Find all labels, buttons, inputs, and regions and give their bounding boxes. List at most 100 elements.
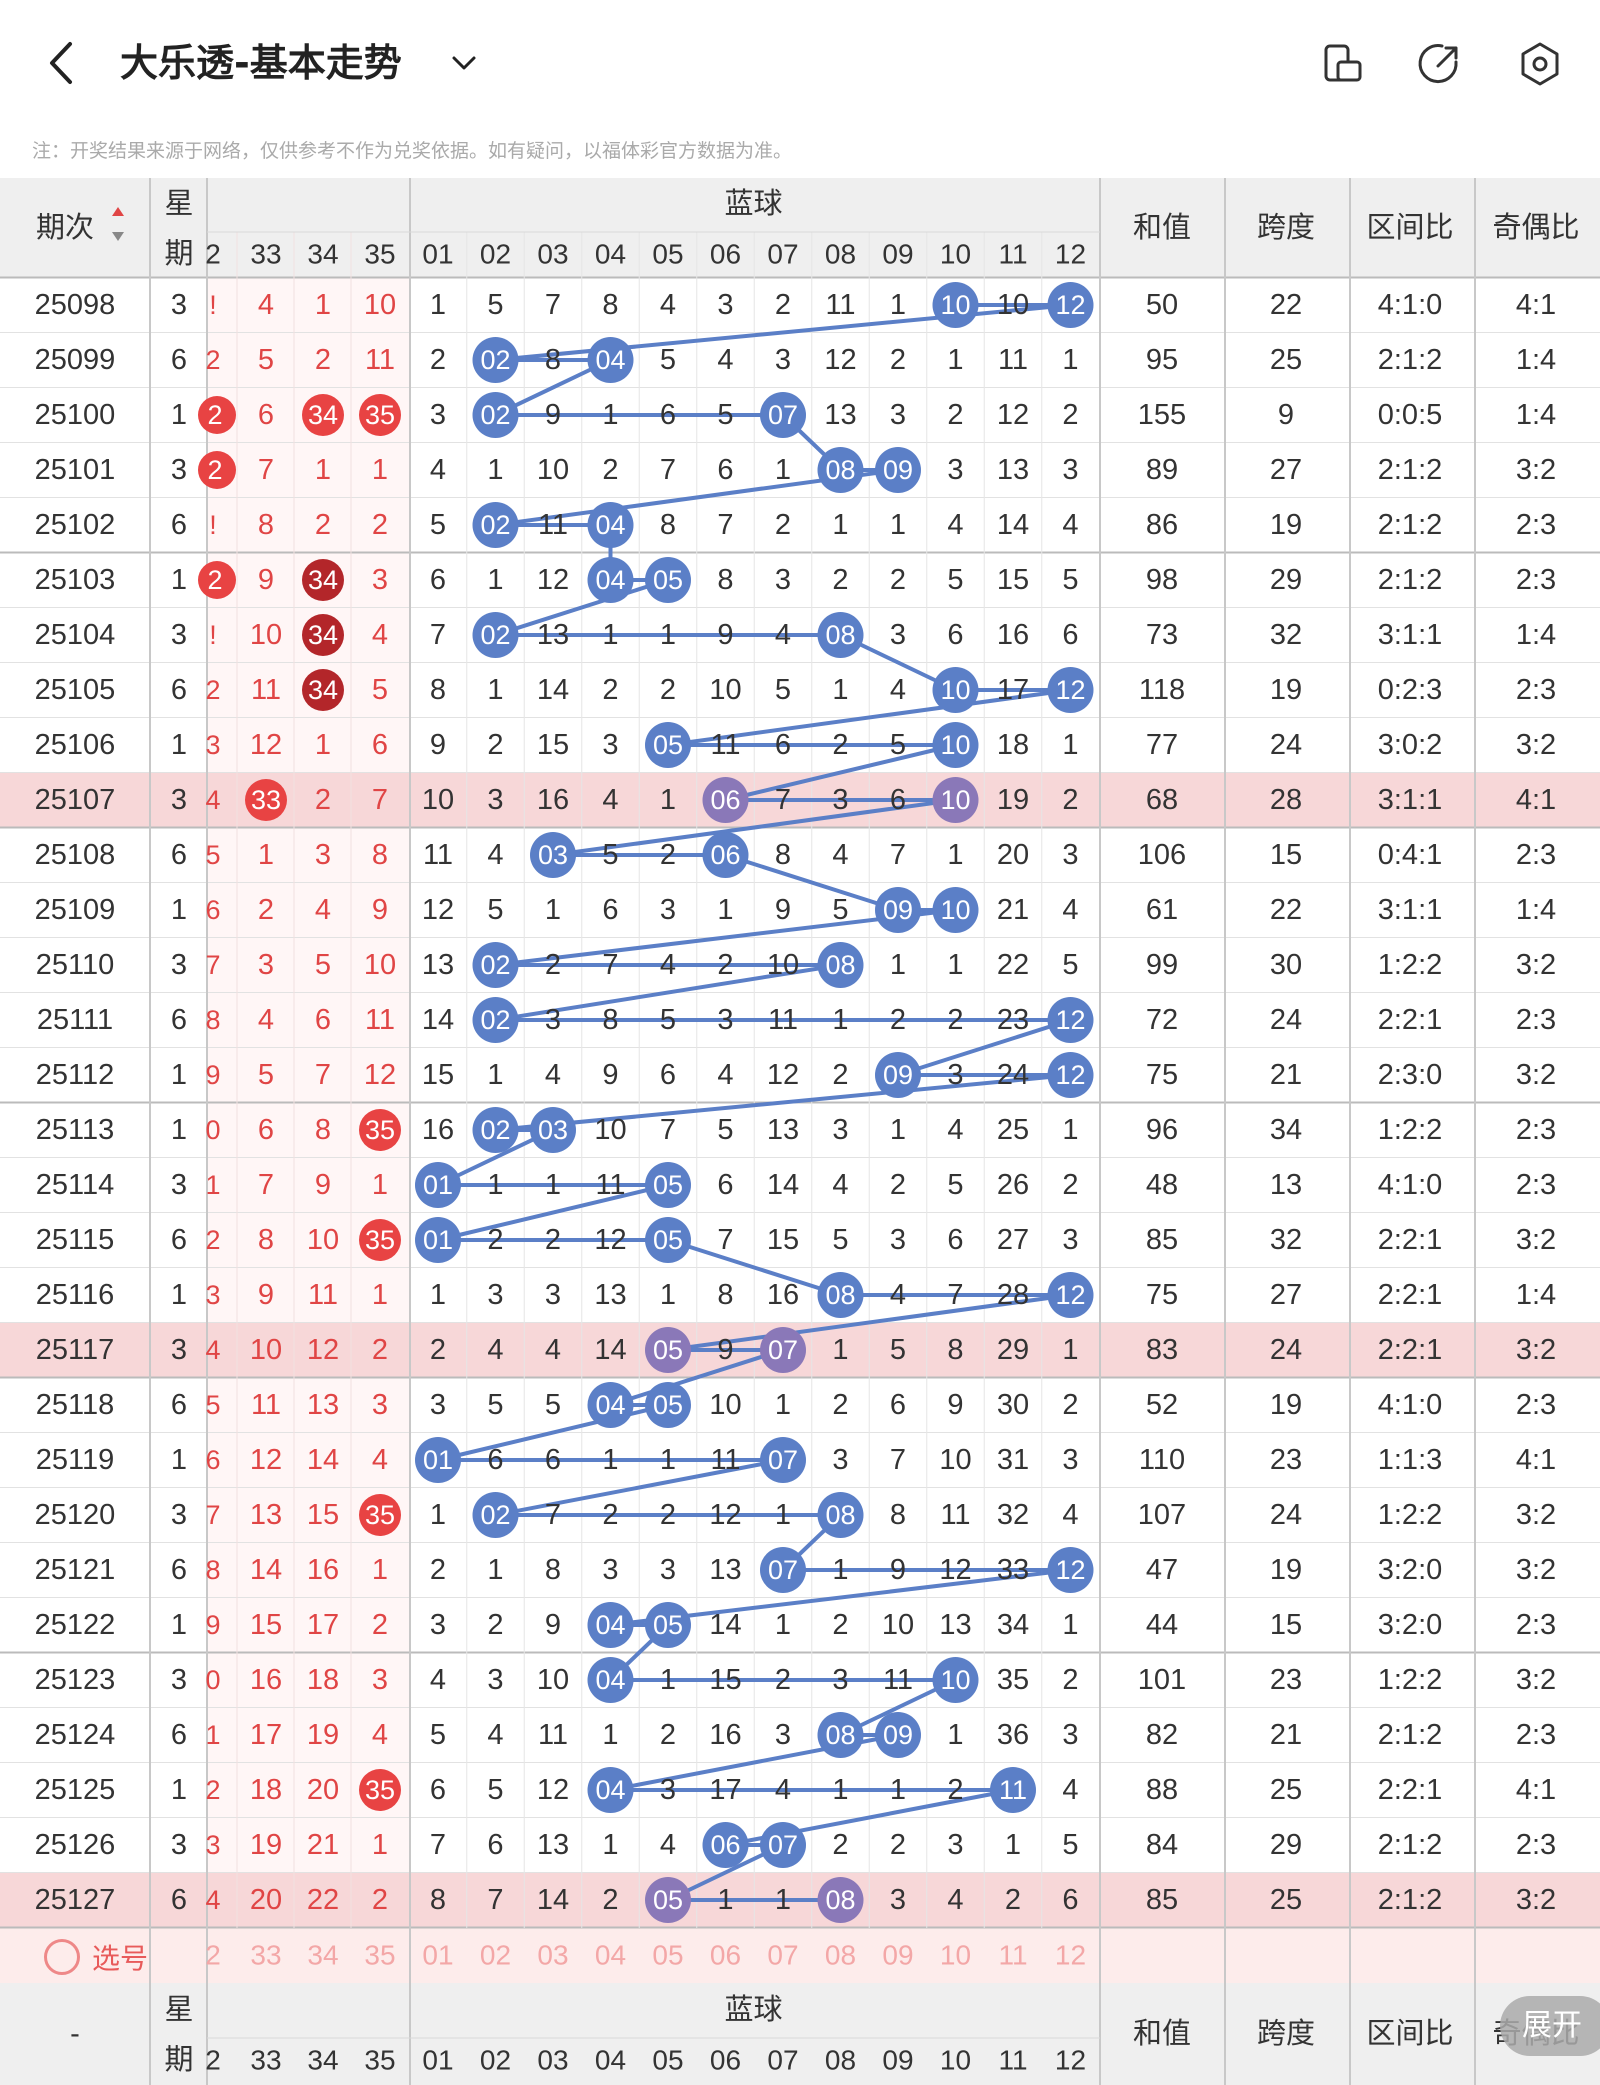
blue-ball-number: 10 [940,290,970,320]
red-partial-cell: 4 [205,1335,220,1365]
select-number-button[interactable]: 选号 [44,1935,148,1979]
red-miss-cell: 22 [307,1884,339,1916]
sort-icon[interactable] [112,207,124,216]
select-blue-number: 05 [652,1940,683,1971]
odd-even-cell: 2:3 [1516,1169,1556,1201]
red-miss-cell: 8 [258,509,274,541]
blue-ball-number: 02 [480,400,510,430]
red-miss-cell: 5 [372,674,388,706]
odd-even-cell: 3:2 [1516,1059,1556,1091]
red-miss-cell: 7 [258,1169,274,1201]
blue-ball [817,942,864,988]
table-row: 25108 6 5 1 3 8 11 4 03 5 2 06 8 4 7 1 20 3 106 15 0:4:1 2:3 [35,832,1556,878]
blue-miss-cell: 10 [997,289,1029,321]
expand-button[interactable]: 展开 [1500,1996,1600,2056]
blue-ball-number: 10 [940,895,970,925]
blue-miss-cell: 2 [1062,399,1078,431]
settings-icon[interactable] [1516,40,1564,88]
table-row: 25109 1 6 2 4 9 12 5 1 6 3 1 9 5 09 10 21 4 61 22 3:1:1 1:4 [35,887,1556,933]
blue-miss-cell: 1 [717,1884,733,1916]
blue-ball [932,1657,979,1703]
blue-miss-cell: 2 [487,729,503,761]
red-ball-number: 35 [365,400,395,430]
blue-ball [587,557,634,603]
odd-even-cell: 2:3 [1516,509,1556,541]
span-cell: 19 [1270,1389,1302,1421]
share-icon[interactable] [1416,40,1464,88]
weekday-cell: 6 [171,1554,187,1586]
blue-miss-cell: 3 [947,1829,963,1861]
sort-icon[interactable] [112,232,124,241]
blue-miss-cell: 7 [602,949,618,981]
blue-column-header: 08 [825,2045,856,2076]
rotate-screen-icon[interactable] [1320,40,1368,88]
blue-ball [932,667,979,713]
red-miss-cell: 11 [365,344,395,376]
blue-miss-cell: 2 [775,289,791,321]
span-cell: 27 [1270,454,1302,486]
blue-ball-number: 04 [595,1610,625,1640]
red-miss-cell: 4 [258,1004,274,1036]
red-miss-cell: 11 [251,1389,281,1421]
red-ball [302,614,344,656]
red-ball [245,779,287,821]
red-ball [302,559,344,601]
blue-miss-cell: 4 [890,674,906,706]
span-cell: 22 [1270,289,1302,321]
red-miss-cell: 3 [372,1664,388,1696]
chevron-down-icon[interactable] [450,52,478,74]
blue-ball-number: 06 [710,840,740,870]
weekday-cell: 3 [171,784,187,816]
blue-column-header: 03 [537,2045,568,2076]
blue-miss-cell: 3 [430,1609,446,1641]
sum-cell: 107 [1138,1499,1186,1531]
page-title[interactable]: 大乐透-基本走势 [120,41,402,85]
blue-column-header: 10 [940,2045,971,2076]
blue-miss-cell: 7 [717,1224,733,1256]
blue-ball [530,1107,576,1153]
odd-even-cell: 1:4 [1516,344,1556,376]
blue-miss-cell: 3 [947,454,963,486]
blue-miss-cell: 8 [545,344,561,376]
sum-header: 和值 [1133,211,1191,244]
blue-miss-cell: 11 [883,1664,913,1696]
sum-cell: 73 [1146,619,1178,651]
span-cell: 30 [1270,949,1302,981]
blue-miss-cell: 3 [602,729,618,761]
select-blue-number: 07 [767,1940,798,1971]
blue-miss-cell: 21 [997,894,1029,926]
blue-miss-cell: 4 [775,1774,791,1806]
red-miss-cell: 1 [372,1169,388,1201]
blue-miss-cell: 6 [890,1389,906,1421]
red-miss-cell: 8 [372,839,388,871]
blue-miss-cell: 3 [1062,1719,1078,1751]
red-miss-cell: 9 [372,894,388,926]
blue-column-header: 12 [1055,239,1086,270]
blue-miss-cell: 4 [487,1334,503,1366]
blue-miss-cell: 34 [997,1609,1029,1641]
red-miss-cell: 9 [315,1169,331,1201]
back-arrow-icon[interactable] [40,38,84,88]
blue-ball-number: 07 [768,1555,798,1585]
red-miss-cell: 20 [250,1884,282,1916]
blue-miss-cell: 13 [537,619,569,651]
blue-miss-cell: 33 [997,1554,1029,1586]
table-row: 25110 3 7 3 5 10 13 02 2 7 4 2 10 08 1 1 22 5 99 30 1:2:2 3:2 [36,942,1556,988]
blue-ball-number: 05 [653,1610,683,1640]
weekday-cell: 6 [171,1884,187,1916]
red-miss-cell: 2 [315,784,331,816]
blue-miss-cell: 3 [890,619,906,651]
blue-miss-cell: 12 [709,1499,741,1531]
blue-miss-cell: 12 [422,894,454,926]
sum-cell: 155 [1138,399,1186,431]
sum-cell: 77 [1146,729,1178,761]
blue-miss-cell: 23 [997,1004,1029,1036]
zone-ratio-cell: 4:1:0 [1378,1169,1443,1201]
blue-ball-number: 05 [653,1225,683,1255]
blue-miss-cell: 11 [825,289,855,321]
red-miss-cell: 6 [315,1004,331,1036]
blue-miss-cell: 14 [422,1004,454,1036]
zone-ratio-header: 区间比 [1366,2017,1453,2050]
blue-miss-cell: 11 [998,344,1028,376]
